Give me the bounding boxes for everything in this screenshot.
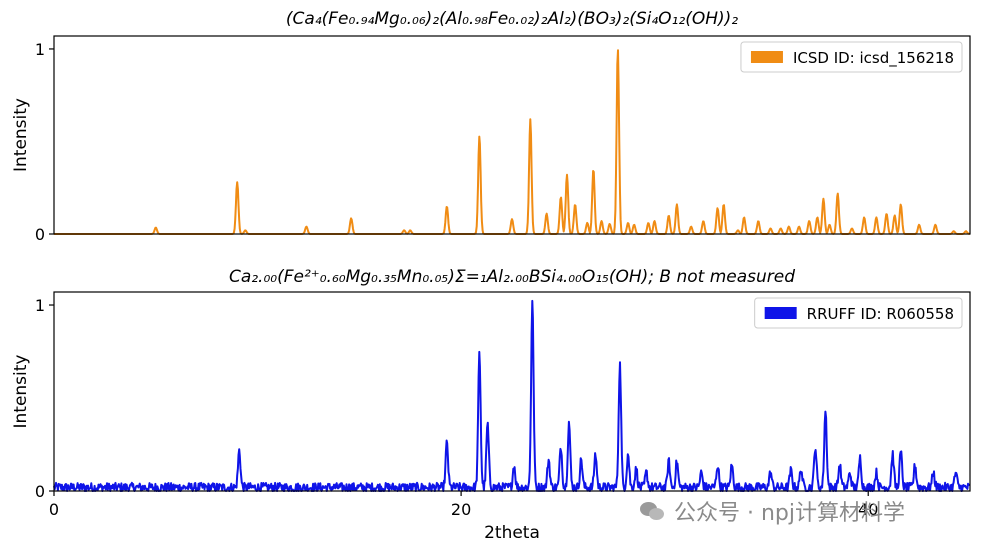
legend-label: RRUFF ID: R060558 <box>807 305 954 323</box>
legend-swatch <box>750 51 783 63</box>
y-tick-label: 1 <box>35 296 45 315</box>
x-tick-label: 20 <box>451 500 471 519</box>
chart-panel-2: Ca₂.₀₀(Fe²⁺₀.₆₀Mg₀.₃₅Mn₀.₀₅)Σ=₁Al₂.₀₀BSi… <box>11 267 971 543</box>
watermark-text: 公众号 · npj计算材料学 <box>674 501 906 526</box>
legend-swatch <box>764 307 797 319</box>
legend-box <box>754 297 963 329</box>
chart-panel-1: (Ca₄(Fe₀.₉₄Mg₀.₀₆)₂(Al₀.₉₈Fe₀.₀₂)₂Al₂)(B… <box>11 9 971 244</box>
axes-frame <box>53 291 971 492</box>
legend-label: ICSD ID: icsd_156218 <box>793 49 954 68</box>
legend-box <box>740 41 963 73</box>
wechat-icon <box>640 500 666 522</box>
y-axis-label: Intensity <box>11 98 31 172</box>
series-line-1 <box>53 49 971 235</box>
chart-title: (Ca₄(Fe₀.₉₄Mg₀.₀₆)₂(Al₀.₉₈Fe₀.₀₂)₂Al₂)(B… <box>286 9 738 29</box>
series-line-1 <box>53 299 971 492</box>
x-tick-label: 40 <box>858 500 878 519</box>
axes-frame <box>53 35 971 235</box>
legend: RRUFF ID: R060558 <box>754 297 963 329</box>
chart-title: Ca₂.₀₀(Fe²⁺₀.₆₀Mg₀.₃₅Mn₀.₀₅)Σ=₁Al₂.₀₀BSi… <box>229 267 795 287</box>
y-axis-label: Intensity <box>11 355 31 429</box>
x-tick-label: 0 <box>49 500 59 519</box>
y-tick-label: 0 <box>35 482 45 501</box>
y-tick-label: 1 <box>35 40 45 59</box>
y-tick-label: 0 <box>35 225 45 244</box>
x-axis-label: 2theta <box>484 523 540 543</box>
legend: ICSD ID: icsd_156218 <box>740 41 963 73</box>
watermark: 公众号 · npj计算材料学 <box>640 494 905 528</box>
